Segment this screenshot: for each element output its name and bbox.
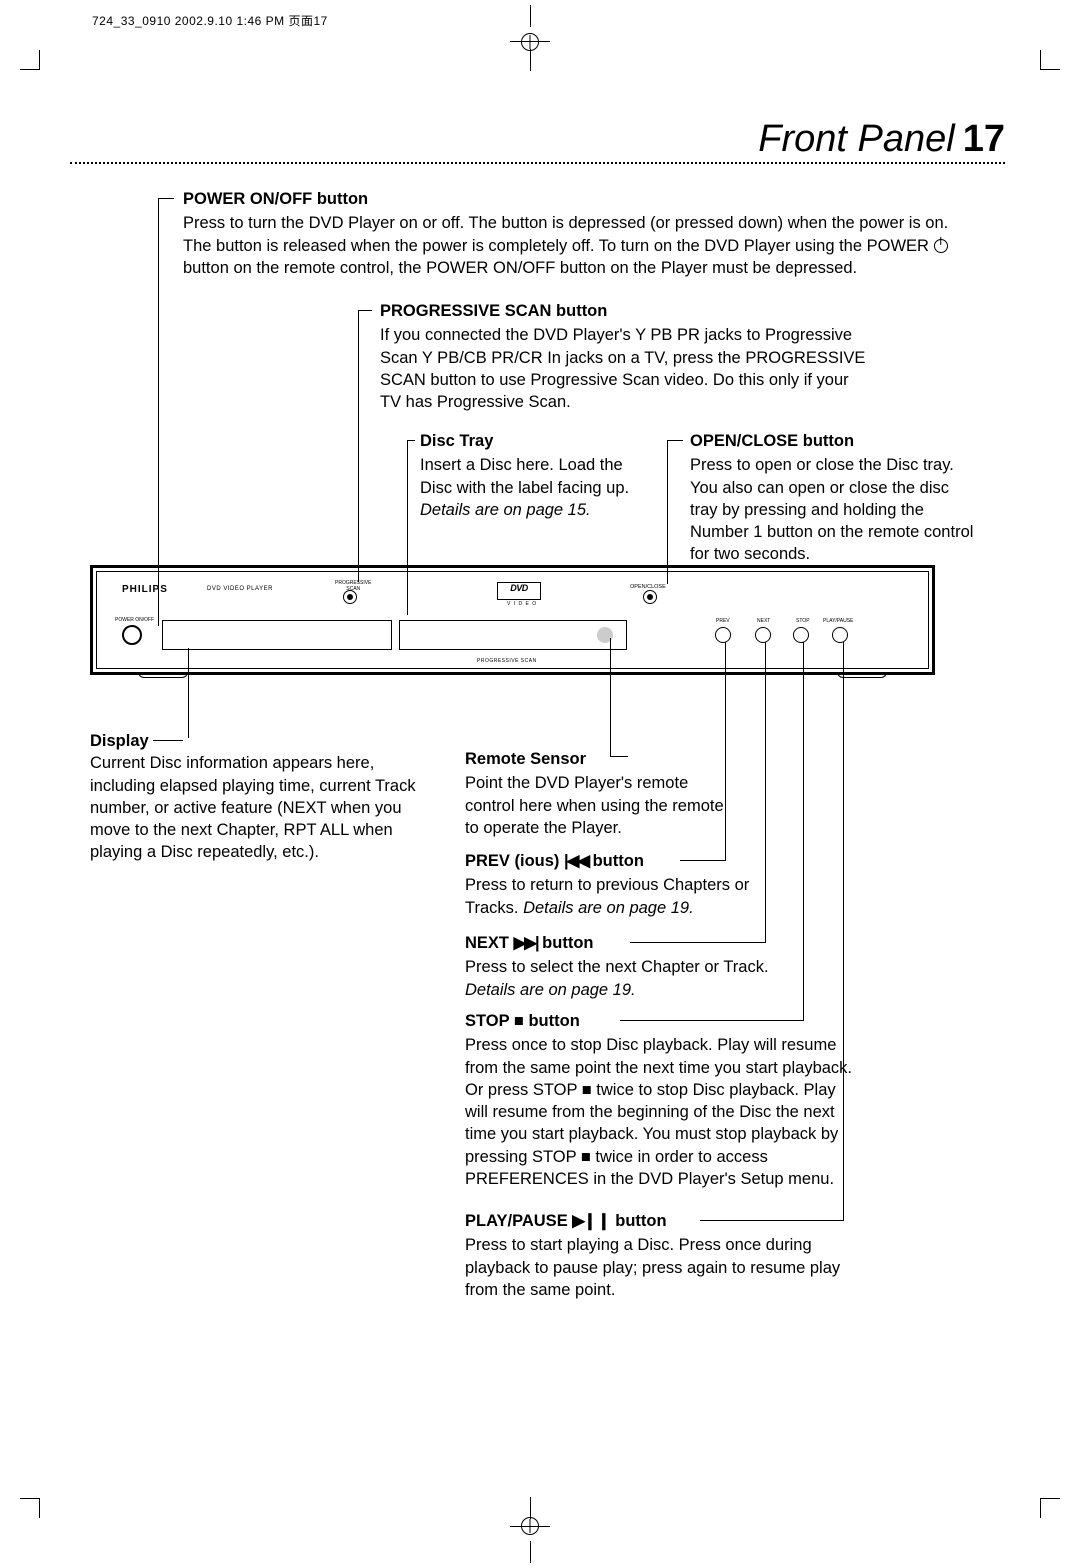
callout-openclose: OPEN/CLOSE button Press to open or close… [690, 430, 975, 566]
crop-mark-bottom [510, 1503, 550, 1563]
leader-line [667, 440, 683, 441]
stop-button [793, 627, 809, 643]
callout-body: Insert a Disc here. Load the Disc with t… [420, 454, 640, 521]
play-label: PLAY/PAUSE [823, 618, 853, 624]
leader-line [630, 942, 766, 943]
leader-line [765, 642, 766, 942]
play-button [832, 627, 848, 643]
openclose-button [643, 590, 657, 604]
callout-body: Current Disc information appears here, i… [90, 752, 430, 863]
callout-play: PLAY/PAUSE ▶❙❙ button Press to start pla… [465, 1210, 845, 1301]
leader-line [725, 642, 726, 860]
leader-line [680, 860, 726, 861]
prog-scan-text: PROGRESSIVE SCAN [477, 658, 537, 664]
leader-line [358, 310, 359, 582]
leader-line [700, 1220, 844, 1221]
leader-line [620, 1020, 804, 1021]
power-button [122, 625, 142, 645]
callout-body: Press to start playing a Disc. Press onc… [465, 1234, 845, 1301]
stop-label: STOP [796, 618, 810, 624]
stop-icon: ■ [514, 1012, 524, 1030]
dvd-logo: DVD [497, 582, 541, 600]
leader-line [803, 642, 804, 1020]
callout-prev: PREV (ious) |◀◀ button Press to return t… [465, 850, 775, 919]
power-icon [934, 239, 948, 253]
callout-title: POWER ON/OFF button [183, 188, 963, 210]
next-icon: ▶▶| [514, 934, 538, 952]
disc-tray [399, 620, 627, 650]
page-title-text: Front Panel [758, 118, 954, 160]
print-header: 724_33_0910 2002.9.10 1:46 PM 页面17 [92, 12, 328, 29]
leader-line [158, 198, 159, 626]
crop-corner [20, 1498, 40, 1518]
callout-progscan: PROGRESSIVE SCAN button If you connected… [380, 300, 870, 413]
device-foot [138, 672, 188, 678]
display-panel [162, 620, 392, 650]
callout-title: NEXT ▶▶| button [465, 932, 835, 954]
device-foot [837, 672, 887, 678]
leader-line [667, 440, 668, 584]
leader-line [610, 638, 611, 756]
callout-body: Press to select the next Chapter or Trac… [465, 956, 835, 1001]
callout-stop: STOP ■ button Press once to stop Disc pl… [465, 1010, 855, 1190]
callout-display: Display Current Disc information appears… [90, 730, 430, 864]
callout-body: Press to turn the DVD Player on or off. … [183, 212, 963, 279]
callout-title: Disc Tray [420, 430, 640, 452]
callout-title: PLAY/PAUSE ▶❙❙ button [465, 1210, 845, 1232]
leader-line [358, 310, 372, 311]
leader-line [407, 440, 415, 441]
prev-button [715, 627, 731, 643]
subbrand-text: DVD VIDEO PLAYER [207, 586, 273, 592]
leader-line [158, 198, 174, 199]
callout-title: PREV (ious) |◀◀ button [465, 850, 775, 872]
callout-body: Press once to stop Disc playback. Play w… [465, 1034, 855, 1190]
dotted-divider [70, 162, 1005, 164]
dvd-video-text: V I D E O [507, 601, 537, 607]
leader-line [843, 642, 844, 1220]
play-pause-icon: ▶❙❙ [572, 1212, 610, 1230]
callout-title: STOP ■ button [465, 1010, 855, 1032]
crop-mark-top [510, 5, 550, 65]
prog-scan-button [343, 590, 357, 604]
callout-body: Press to open or close the Disc tray. Yo… [690, 454, 975, 565]
callout-body: Point the DVD Player's remote control he… [465, 772, 725, 839]
leader-line [188, 648, 189, 738]
prev-icon: |◀◀ [564, 852, 588, 870]
callout-title: OPEN/CLOSE button [690, 430, 975, 452]
brand-logo: PHILIPS [122, 584, 168, 595]
leader-line [610, 756, 628, 757]
callout-title: Remote Sensor [465, 748, 725, 770]
callout-body: Press to return to previous Chapters or … [465, 874, 775, 919]
callout-power: POWER ON/OFF button Press to turn the DV… [183, 188, 963, 279]
crop-corner [1040, 1498, 1060, 1518]
dvd-player-device: PHILIPS DVD VIDEO PLAYER PROGRESSIVESCAN… [90, 565, 935, 675]
callout-title: PROGRESSIVE SCAN button [380, 300, 870, 322]
power-label: POWER ON/OFF [115, 617, 154, 623]
next-button [755, 627, 771, 643]
page-number: 17 [963, 118, 1005, 160]
callout-remote: Remote Sensor Point the DVD Player's rem… [465, 748, 725, 839]
prev-label: PREV [716, 618, 730, 624]
crop-corner [20, 50, 40, 70]
callout-disctray: Disc Tray Insert a Disc here. Load the D… [420, 430, 640, 521]
next-label: NEXT [757, 618, 770, 624]
crop-corner [1040, 50, 1060, 70]
callout-title: Display [90, 730, 430, 752]
page-title: Front Panel17 [758, 118, 1005, 161]
callout-body: If you connected the DVD Player's Y PB P… [380, 324, 870, 413]
